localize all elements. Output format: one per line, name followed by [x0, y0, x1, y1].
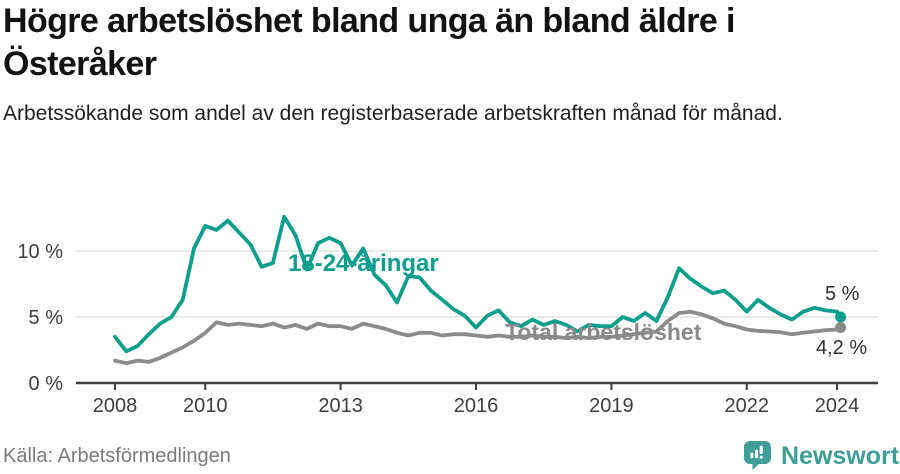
- end-value-label-youth: 5 %: [825, 283, 860, 305]
- x-tick-label: 2022: [725, 395, 770, 417]
- x-tick-label: 2010: [183, 395, 228, 417]
- newsworthy-logo-icon: [744, 441, 771, 470]
- chart-subtitle: Arbetssökande som andel av den registerb…: [3, 102, 783, 125]
- page-title: Högre arbetslöshet bland unga än bland ä…: [3, 2, 735, 83]
- newsworthy-logo: Newsworthy: [744, 441, 900, 470]
- series-label-total: Total arbetslöshet: [505, 319, 702, 345]
- x-tick-label: 2013: [318, 395, 363, 417]
- x-tick-label: 2024: [815, 395, 860, 417]
- x-tick-label: 2008: [93, 395, 138, 417]
- series-label-youth: 18-24-åringar: [288, 250, 439, 277]
- y-tick-label: 5 %: [29, 307, 64, 329]
- endpoint-dot-youth: [835, 311, 847, 323]
- endpoint-dot-total: [835, 322, 847, 334]
- x-tick-label: 2019: [589, 395, 634, 417]
- x-tick-label: 2016: [454, 395, 499, 417]
- line-youth: [113, 214, 843, 354]
- y-tick-label: 10 %: [17, 241, 63, 263]
- newsworthy-logo-text: Newsworthy: [781, 441, 900, 470]
- end-value-label-total: 4,2 %: [816, 337, 868, 359]
- y-tick-label: 0 %: [29, 373, 64, 395]
- source-attribution: Källa: Arbetsförmedlingen: [3, 445, 231, 467]
- line-total: [113, 309, 843, 366]
